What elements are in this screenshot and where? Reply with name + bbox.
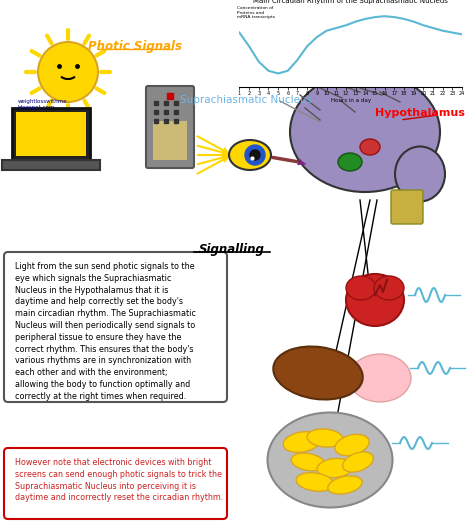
Ellipse shape	[296, 473, 334, 491]
Ellipse shape	[349, 354, 411, 402]
Text: Concentration of
Proteins and
mRNA transcripts: Concentration of Proteins and mRNA trans…	[237, 6, 275, 20]
Circle shape	[38, 42, 98, 102]
Ellipse shape	[229, 140, 271, 170]
FancyBboxPatch shape	[16, 112, 86, 156]
Ellipse shape	[338, 153, 362, 171]
FancyBboxPatch shape	[12, 108, 90, 160]
FancyBboxPatch shape	[2, 160, 100, 170]
Circle shape	[250, 150, 260, 160]
Title: Main Circadian Rhythm of the Suprachiasmatic Nucleus: Main Circadian Rhythm of the Suprachiasm…	[253, 0, 448, 4]
Ellipse shape	[335, 435, 369, 456]
Ellipse shape	[273, 346, 363, 400]
FancyBboxPatch shape	[391, 190, 423, 224]
Ellipse shape	[346, 276, 376, 300]
Ellipse shape	[343, 452, 374, 472]
Ellipse shape	[307, 429, 343, 447]
Circle shape	[245, 145, 265, 165]
Ellipse shape	[317, 458, 353, 478]
Ellipse shape	[291, 453, 325, 471]
FancyBboxPatch shape	[146, 86, 194, 168]
FancyBboxPatch shape	[4, 252, 227, 402]
Text: Light from the sun send photic signals to the
eye which signals the Suprachiasma: Light from the sun send photic signals t…	[15, 262, 196, 401]
Text: Suprachiasmatic Nucleus: Suprachiasmatic Nucleus	[180, 95, 312, 105]
Ellipse shape	[267, 412, 392, 507]
Text: Signalling: Signalling	[199, 243, 265, 256]
Ellipse shape	[395, 146, 445, 202]
Ellipse shape	[290, 72, 440, 192]
Ellipse shape	[283, 431, 321, 452]
FancyBboxPatch shape	[153, 121, 187, 160]
FancyBboxPatch shape	[4, 448, 227, 519]
Text: Hypothalamus: Hypothalamus	[375, 108, 465, 118]
Ellipse shape	[328, 476, 362, 494]
X-axis label: Hours in a day: Hours in a day	[331, 98, 371, 102]
Ellipse shape	[374, 276, 404, 300]
Ellipse shape	[346, 274, 404, 326]
Text: However note that electronic devices with bright
screens can send enough photic : However note that electronic devices wit…	[15, 458, 223, 503]
Text: Photic Signals: Photic Signals	[88, 40, 182, 53]
Text: weightlosswithme
blogspot.com: weightlosswithme blogspot.com	[18, 99, 68, 110]
Ellipse shape	[360, 139, 380, 155]
